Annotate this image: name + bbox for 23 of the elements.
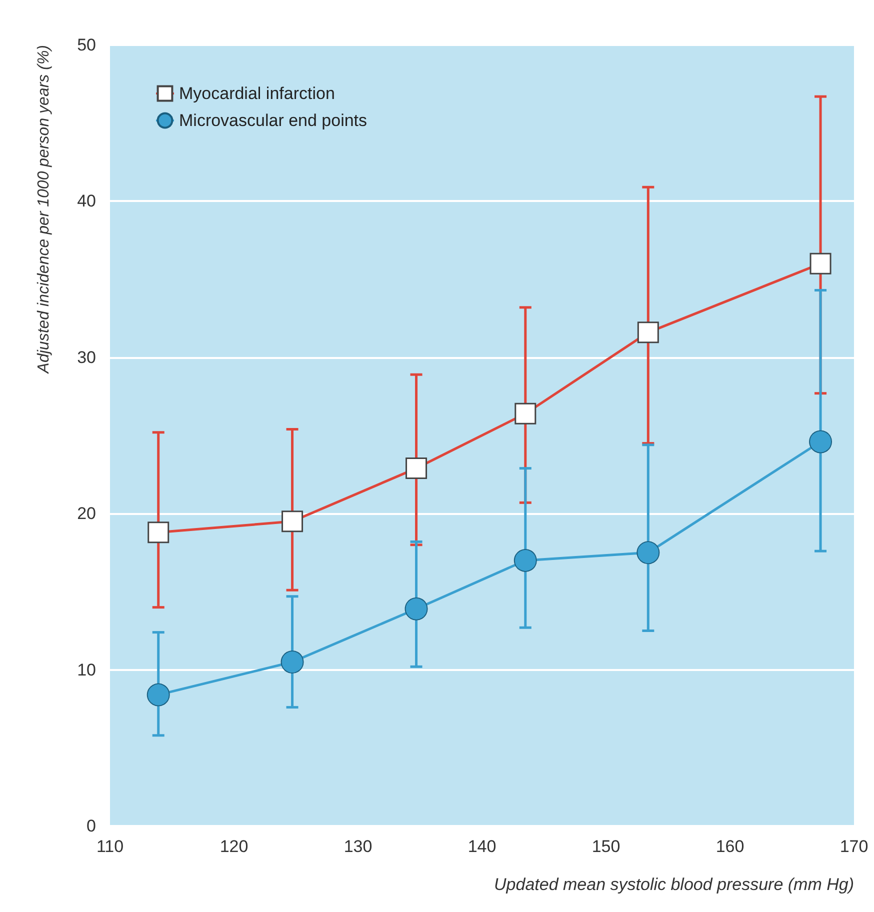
y-tick-label: 30 [77,348,96,367]
x-tick-label: 170 [840,837,868,856]
y-tick-label: 40 [77,192,96,211]
x-tick-label: 120 [220,837,248,856]
y-tick-label: 20 [77,504,96,524]
y-tick-label: 0 [86,816,96,836]
point [636,541,660,564]
x-tick-label: 150 [592,837,620,856]
legend-label: Microvascular end points [179,111,368,130]
x-tick-label: 160 [716,837,744,856]
point [809,430,832,454]
point [146,683,170,706]
x-tick-label: 130 [344,837,372,856]
x-tick-label: 110 [96,837,124,856]
y-axis-title: Adjusted incidence per 1000 person years (%) [36,45,52,374]
point [404,597,428,620]
y-tick-label: 50 [77,36,96,54]
y-tick-label: 10 [77,660,96,680]
x-tick-label: 140 [468,837,496,856]
point [280,650,304,674]
x-axis-title: Updated mean systolic blood pressure (mm Hg) [494,875,854,894]
point [514,548,537,572]
legend-label: Myocardial infarction [179,84,335,103]
